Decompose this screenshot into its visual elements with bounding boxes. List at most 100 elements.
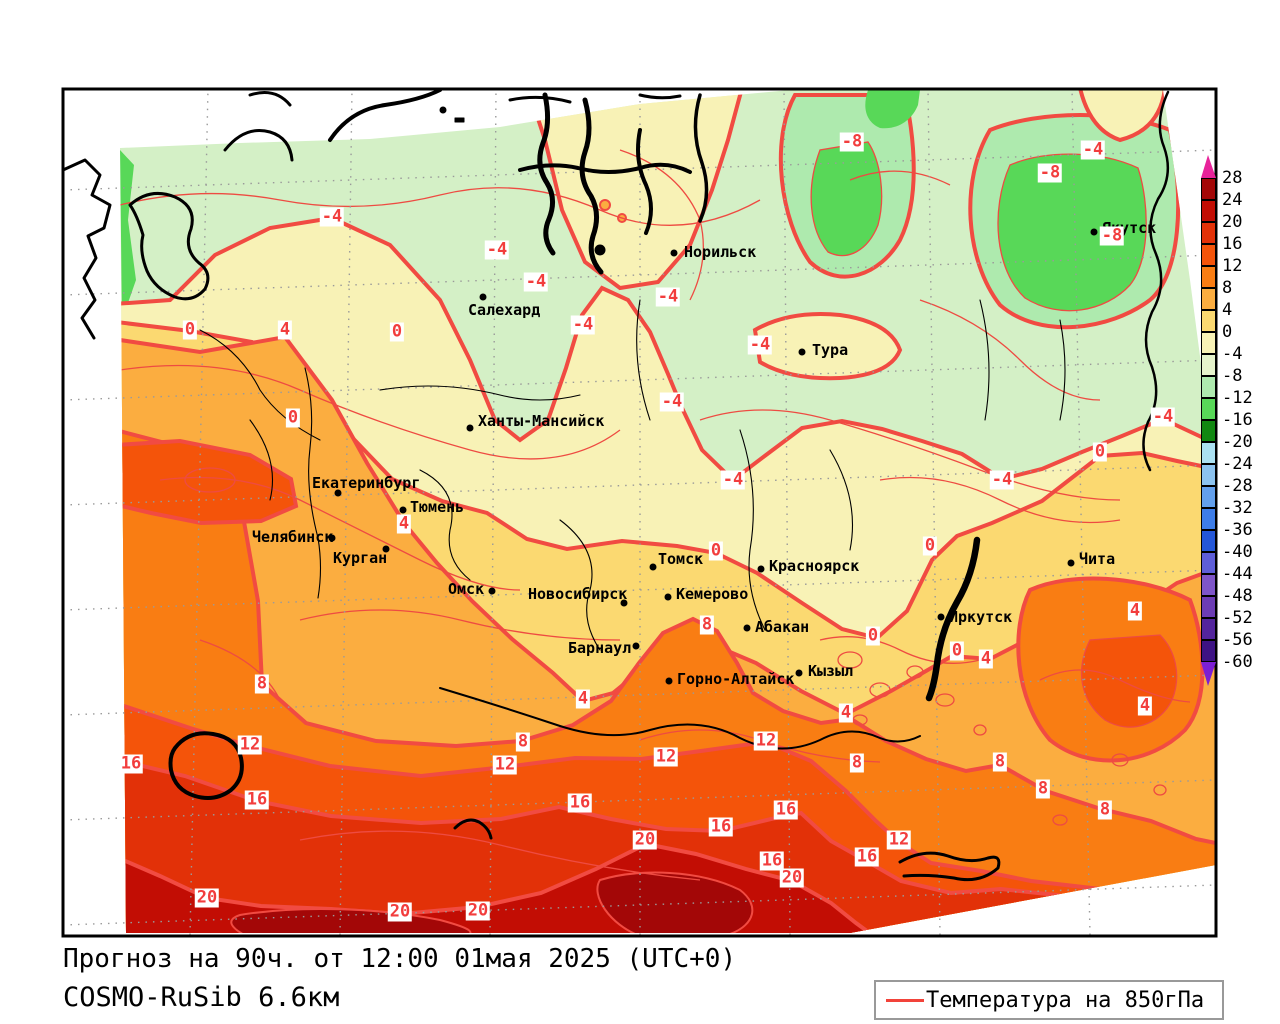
contour-label: 0	[922, 535, 938, 556]
contour-label: 16	[773, 799, 799, 820]
contour-label: -4	[1080, 139, 1106, 160]
city-marker	[328, 534, 336, 542]
contour-label: 20	[779, 867, 805, 888]
contour-label: -4	[319, 206, 345, 227]
city-marker	[798, 348, 806, 356]
contour-label: 0	[285, 407, 301, 428]
city-marker	[488, 587, 496, 595]
contour-label: 12	[653, 746, 679, 767]
colorbar-box	[1201, 332, 1216, 354]
contour-label: 8	[1035, 778, 1051, 799]
contour-label: 16	[759, 850, 785, 871]
colorbar-tick: -12	[1222, 388, 1253, 408]
contour-label: -4	[747, 334, 773, 355]
colorbar-box	[1201, 200, 1216, 222]
colorbar-box	[1201, 508, 1216, 530]
contour-label: 0	[708, 540, 724, 561]
temperature-field	[120, 90, 1216, 933]
contour-label: 8	[254, 673, 270, 694]
contour-label: 4	[575, 688, 591, 709]
colorbar-tick: -44	[1222, 564, 1253, 584]
contour-label: 16	[708, 816, 734, 837]
contour-label: 20	[465, 900, 491, 921]
contour-label: 0	[389, 321, 405, 342]
colorbar-tick: -32	[1222, 498, 1253, 518]
colorbar-box	[1201, 618, 1216, 640]
legend-label: Температура на 850гПа	[926, 987, 1205, 1013]
city-label: Норильск	[684, 243, 757, 261]
colorbar-box	[1201, 596, 1216, 618]
contour-label: -4	[570, 314, 596, 335]
contour-label: 8	[699, 614, 715, 635]
city-marker	[466, 424, 474, 432]
colorbar-tick: -40	[1222, 542, 1253, 562]
colorbar-box	[1201, 354, 1216, 376]
colorbar-tick: -56	[1222, 630, 1253, 650]
city-label: Новосибирск	[528, 585, 628, 603]
colorbar-box	[1201, 530, 1216, 552]
city-marker	[632, 642, 640, 650]
contour-label: -8	[1037, 162, 1063, 183]
coastlines-and-borders	[61, 88, 1170, 882]
contour-label: 4	[1127, 600, 1143, 621]
colorbar-tick: -8	[1222, 366, 1243, 386]
contour-label: 4	[838, 702, 854, 723]
contour-label: 12	[492, 754, 518, 775]
contour-label: -8	[1099, 225, 1125, 246]
contour-label: 20	[632, 829, 658, 850]
contour-label: 8	[515, 731, 531, 752]
city-marker	[649, 563, 657, 571]
legend-box: Температура на 850гПа	[874, 980, 1224, 1020]
colorbar-box	[1201, 442, 1216, 464]
contour-label: 16	[854, 846, 880, 867]
contour-label: -4	[655, 286, 681, 307]
contour-label: 0	[865, 625, 881, 646]
contour-label: -4	[523, 271, 549, 292]
contour-label: 20	[194, 887, 220, 908]
colorbar-tick: -60	[1222, 652, 1253, 672]
colorbar-tick: 20	[1222, 212, 1243, 232]
contour-label: 20	[387, 901, 413, 922]
colorbar-tick: -28	[1222, 476, 1253, 496]
colorbar-box	[1201, 420, 1216, 442]
contour-label: 12	[753, 730, 779, 751]
colorbar-box	[1201, 486, 1216, 508]
colorbar-tick: 8	[1222, 278, 1233, 298]
contour-label: -4	[989, 469, 1015, 490]
city-label: Екатеринбург	[312, 474, 421, 492]
city-label: Салехард	[468, 301, 541, 319]
city-label: Курган	[333, 549, 388, 567]
contour-label: -8	[839, 131, 865, 152]
contour-label: 8	[849, 752, 865, 773]
city-label: Барнаул	[568, 639, 632, 657]
colorbar-box	[1201, 464, 1216, 486]
colorbar-box	[1201, 266, 1216, 288]
contour-label: -4	[484, 239, 510, 260]
colorbar-overflow-high	[1201, 155, 1216, 178]
contour-label: 8	[992, 751, 1008, 772]
colorbar-box	[1201, 376, 1216, 398]
colorbar-box	[1201, 640, 1216, 662]
city-marker	[479, 293, 487, 301]
contour-label: 8	[1097, 799, 1113, 820]
contour-label: 16	[567, 792, 593, 813]
colorbar-tick: -20	[1222, 432, 1253, 452]
colorbar-box	[1201, 178, 1216, 200]
city-label: Абакан	[755, 618, 810, 636]
colorbar-tick: 4	[1222, 300, 1233, 320]
city-marker	[795, 669, 803, 677]
contour-label: 12	[886, 829, 912, 850]
city-marker	[1090, 228, 1098, 236]
legend-line-sample	[886, 998, 924, 1002]
colorbar-box	[1201, 398, 1216, 420]
contour-label: 4	[1137, 695, 1153, 716]
colorbar-tick: -36	[1222, 520, 1253, 540]
contour-label: 0	[1092, 441, 1108, 462]
city-label: Кемерово	[676, 585, 749, 603]
city-marker	[665, 677, 673, 685]
colorbar-box	[1201, 222, 1216, 244]
model-info: COSMO-RuSib 6.6км	[63, 982, 340, 1013]
colorbar-tick: -52	[1222, 608, 1253, 628]
